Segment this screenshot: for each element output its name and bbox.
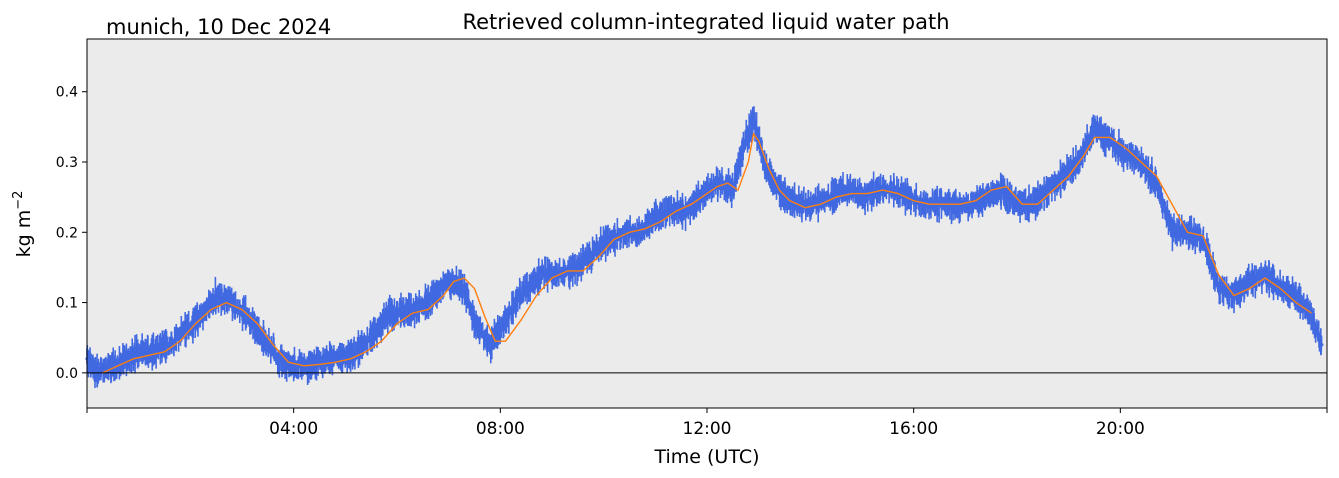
- data-point: [1123, 153, 1128, 157]
- data-point: [529, 279, 533, 284]
- data-point: [999, 188, 1004, 192]
- data-point: [1216, 286, 1221, 291]
- data-point: [684, 209, 688, 213]
- data-point: [152, 350, 156, 354]
- data-point: [214, 293, 218, 298]
- data-point: [1154, 181, 1159, 185]
- data-point: [292, 364, 296, 368]
- x-tick-label: 16:00: [889, 419, 938, 439]
- data-point: [891, 188, 895, 192]
- x-axis: 04:00 08:00 12:00 16:00 20:00: [86, 408, 1328, 439]
- y-tick-label: 0.4: [56, 85, 78, 101]
- data-point: [860, 195, 864, 199]
- chart-title: Retrieved column-integrated liquid water…: [462, 10, 949, 34]
- data-point: [323, 357, 327, 361]
- data-point: [168, 343, 172, 347]
- x-tick-label: 20:00: [1096, 419, 1145, 439]
- data-point: [514, 300, 518, 305]
- data-point: [369, 336, 373, 340]
- y-axis-label-base: kg m: [13, 210, 35, 258]
- data-point: [447, 279, 451, 284]
- data-point: [276, 357, 280, 361]
- data-point: [968, 202, 973, 206]
- data-point: [385, 315, 389, 319]
- data-point: [488, 343, 492, 347]
- data-point: [1046, 188, 1050, 192]
- data-point: [844, 188, 849, 192]
- data-point: [984, 195, 988, 199]
- x-tick-label: 04:00: [269, 419, 318, 439]
- data-point: [1170, 230, 1174, 234]
- data-point: [183, 329, 187, 333]
- y-tick-label: 0.1: [56, 296, 78, 312]
- chart-subtitle: munich, 10 Dec 2024: [106, 15, 331, 39]
- y-tick-label: 0.2: [56, 225, 78, 241]
- data-point: [1061, 174, 1066, 178]
- data-point: [354, 350, 358, 354]
- data-point: [1015, 202, 1019, 206]
- data-point: [472, 322, 477, 326]
- data-point: [400, 308, 404, 312]
- data-point: [338, 357, 342, 361]
- data-point: [261, 336, 265, 340]
- data-point: [741, 146, 745, 150]
- data-point: [715, 181, 719, 185]
- data-point: [576, 265, 580, 270]
- data-point: [137, 350, 141, 354]
- data-point: [762, 160, 766, 164]
- series-observed: [85, 106, 1324, 389]
- data-point: [462, 286, 466, 291]
- y-axis-label: kg m−2: [11, 191, 35, 258]
- data-point: [1092, 125, 1097, 129]
- data-point: [1309, 315, 1314, 319]
- y-tick-label: 0.3: [56, 155, 78, 171]
- data-point: [1294, 293, 1298, 298]
- data-point: [653, 216, 657, 220]
- data-point: [751, 118, 756, 122]
- y-axis: 0.0 0.1 0.2 0.3 0.4: [56, 85, 87, 382]
- data-point: [638, 230, 642, 234]
- data-point: [622, 230, 626, 234]
- data-point: [431, 293, 435, 298]
- x-tick-label: 08:00: [476, 419, 525, 439]
- y-axis-label-exponent: −2: [11, 191, 26, 210]
- data-point: [669, 209, 673, 213]
- data-point: [230, 300, 234, 305]
- series-smoothed-line: [102, 132, 1312, 374]
- plot-background: [87, 39, 1327, 408]
- data-point: [1108, 139, 1112, 143]
- data-point: [545, 272, 549, 277]
- data-point: [416, 308, 420, 312]
- data-point: [731, 188, 735, 192]
- data-point: [1320, 343, 1324, 347]
- data-point: [829, 195, 833, 199]
- data-point: [498, 329, 502, 333]
- data-point: [111, 364, 115, 368]
- data-point: [126, 357, 130, 361]
- data-point: [1263, 272, 1267, 277]
- data-point: [1247, 279, 1252, 284]
- x-axis-label: Time (UTC): [653, 446, 759, 468]
- data-point: [607, 237, 611, 241]
- x-tick-label: 12:00: [683, 419, 732, 439]
- y-tick-label: 0.0: [56, 366, 78, 382]
- data-point: [591, 251, 595, 255]
- series-layer: [85, 106, 1324, 389]
